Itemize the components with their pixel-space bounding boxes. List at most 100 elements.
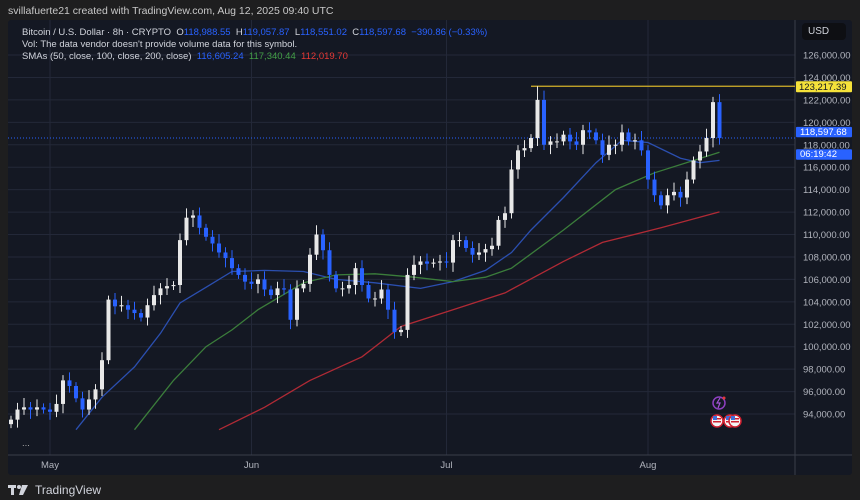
- candle-body: [288, 289, 293, 320]
- currency-button[interactable]: USD: [802, 23, 846, 40]
- flag-stripe: [731, 421, 739, 423]
- candle-body: [451, 240, 455, 263]
- candle-body: [704, 138, 709, 152]
- candle-body: [522, 148, 527, 151]
- candle-body: [158, 288, 163, 296]
- candle-body: [516, 150, 520, 170]
- price-tick-label: 126,000.00: [803, 51, 851, 62]
- price-tick-label: 108,000.00: [803, 252, 851, 263]
- candle-body: [152, 295, 156, 306]
- candle-body: [35, 407, 39, 410]
- candle-body: [243, 274, 247, 282]
- candle-body: [230, 258, 234, 269]
- candle-body: [113, 299, 117, 307]
- symbol-title[interactable]: Bitcoin / U.S. Dollar · 8h · CRYPTO: [22, 27, 172, 38]
- candle-body: [574, 141, 579, 145]
- event-dot: [722, 396, 726, 400]
- candle-body: [646, 150, 650, 180]
- tradingview-logo-icon: [8, 485, 28, 495]
- bar-countdown-badge: [796, 149, 852, 160]
- candle-body: [535, 99, 540, 139]
- candle-body: [587, 130, 592, 133]
- candle-body: [392, 309, 397, 333]
- footer-brand[interactable]: TradingView: [35, 483, 102, 497]
- candle-body: [626, 132, 631, 142]
- price-tick-label: 94,000.00: [803, 410, 845, 421]
- candle-body: [490, 245, 494, 250]
- candle-body: [717, 102, 722, 139]
- lightning-event-icon[interactable]: [712, 396, 726, 410]
- symbol-legend: Bitcoin / U.S. Dollar · 8h · CRYPTO O118…: [22, 27, 487, 38]
- candle-body: [314, 234, 319, 255]
- change-value: −390.86 (−0.33%): [411, 27, 488, 38]
- low-value: 118,551.02: [300, 27, 347, 38]
- sma-line-200: [218, 211, 720, 431]
- candle-body: [613, 144, 618, 146]
- candle-body: [659, 195, 663, 206]
- candle-body: [171, 285, 176, 287]
- candle-body: [685, 179, 689, 198]
- sma-label: SMAs (50, close, 100, close, 200, close): [22, 51, 192, 62]
- candle-body: [698, 151, 702, 161]
- candle-body: [87, 399, 91, 410]
- high-price-badge: [796, 81, 852, 93]
- candle-body: [256, 279, 260, 284]
- candle-body: [340, 288, 345, 290]
- time-tick-label: Jul: [440, 460, 452, 471]
- time-tick-label: May: [41, 460, 59, 471]
- candle-body: [360, 268, 364, 286]
- candle-body: [691, 160, 696, 180]
- candle-body: [548, 141, 553, 145]
- candle-body: [282, 288, 286, 290]
- candle-body: [607, 144, 611, 155]
- candle-body: [386, 289, 390, 310]
- candle-body: [425, 261, 429, 264]
- price-tick-label: 120,000.00: [803, 118, 851, 129]
- candle-body: [178, 240, 182, 286]
- price-tick-label: 102,000.00: [803, 320, 851, 331]
- more-button[interactable]: ...: [22, 438, 30, 449]
- flag-canton: [713, 416, 717, 420]
- open-value: 118,988.55: [183, 27, 231, 38]
- candle-body: [165, 286, 169, 289]
- candle-body: [41, 407, 46, 410]
- candle-body: [48, 409, 52, 412]
- price-chart[interactable]: 126,000.00 124,000.00 122,000.00 120,000.00…: [8, 20, 852, 475]
- candle-body: [652, 179, 657, 196]
- candle-body: [347, 285, 351, 289]
- candle-body: [210, 236, 215, 244]
- candle-body: [132, 309, 137, 314]
- bar-countdown-label: 06:19:42: [800, 149, 837, 160]
- candle-body: [100, 360, 104, 390]
- price-tick-label: 118,000.00: [803, 140, 850, 151]
- candle-body: [145, 305, 150, 318]
- last-price-badge: [796, 126, 852, 138]
- candle-body: [93, 389, 98, 400]
- time-tick-label: Aug: [640, 460, 657, 471]
- candle-body: [74, 385, 78, 399]
- candle-body: [139, 313, 143, 318]
- sma200-value: 112,019.70: [301, 51, 348, 62]
- candle-body: [321, 234, 325, 251]
- candle-body: [529, 138, 533, 149]
- candle-body: [438, 261, 442, 263]
- candle-body: [496, 219, 501, 246]
- price-tick-label: 114,000.00: [803, 185, 850, 196]
- flag-stripe: [713, 421, 721, 423]
- sma-legend[interactable]: SMAs (50, close, 100, close, 200, close)…: [22, 51, 348, 62]
- candle-body: [249, 281, 254, 284]
- candle-body: [223, 252, 228, 259]
- candle-body: [581, 130, 585, 145]
- candle-body: [9, 419, 13, 425]
- candle-body: [399, 329, 403, 333]
- candle-body: [561, 134, 566, 142]
- attribution-text: svillafuerte21 created with TradingView.…: [8, 5, 334, 17]
- candle-body: [184, 217, 189, 241]
- price-tick-label: 110,000.00: [803, 230, 850, 241]
- candle-body: [28, 407, 33, 410]
- chart-panel[interactable]: 126,000.00 124,000.00 122,000.00 120,000.00…: [8, 20, 852, 475]
- candle-body: [119, 305, 124, 307]
- volume-note: Vol: The data vendor doesn't provide vol…: [22, 39, 298, 50]
- candle-body: [54, 403, 59, 412]
- candle-body: [61, 380, 65, 404]
